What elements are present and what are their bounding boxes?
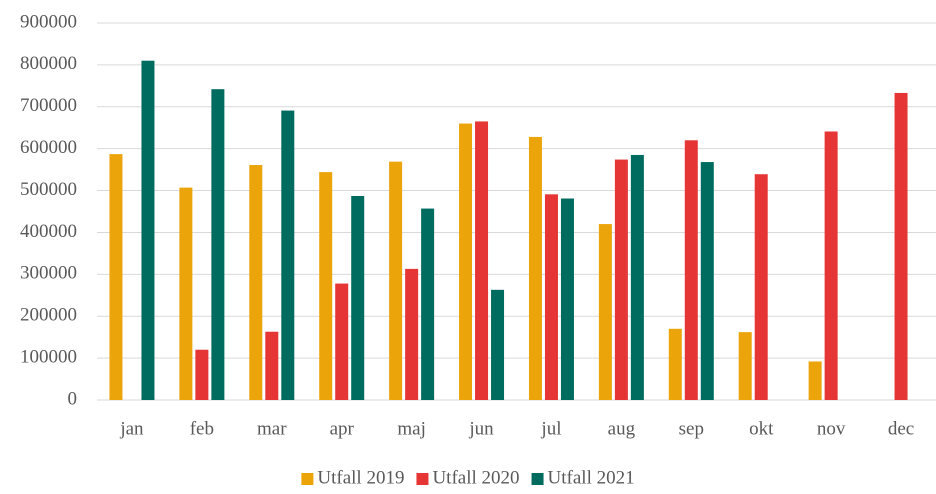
bar — [421, 208, 435, 400]
bar — [754, 174, 768, 400]
bar — [195, 349, 209, 400]
bar — [351, 196, 365, 400]
bar — [491, 289, 505, 400]
bar — [459, 123, 473, 401]
bar — [630, 154, 644, 400]
bar — [389, 161, 403, 400]
y-tick-label: 200000 — [20, 305, 77, 326]
bar — [265, 331, 279, 400]
bar — [405, 268, 419, 400]
bar — [808, 361, 822, 400]
y-tick-label: 600000 — [20, 137, 77, 158]
x-tick-label: okt — [749, 418, 774, 439]
y-tick-label: 100000 — [20, 346, 77, 367]
y-tick-label: 0 — [68, 388, 78, 409]
x-tick-label: feb — [190, 418, 214, 439]
bar — [179, 187, 193, 400]
bar — [544, 194, 558, 400]
bar — [528, 136, 542, 400]
y-tick-label: 800000 — [20, 53, 77, 74]
y-tick-label: 300000 — [20, 263, 77, 284]
bar — [281, 110, 295, 400]
x-tick-label: maj — [397, 418, 426, 439]
bar — [614, 159, 628, 400]
bar — [475, 121, 489, 400]
x-tick-label: apr — [330, 418, 355, 439]
y-tick-label: 400000 — [20, 221, 77, 242]
bar — [700, 162, 714, 400]
legend-swatch — [416, 473, 429, 485]
bar — [738, 332, 752, 400]
bar — [668, 328, 682, 400]
bar — [598, 224, 612, 400]
bar — [894, 92, 908, 401]
bar — [109, 154, 123, 400]
bar — [335, 283, 349, 400]
legend-swatch — [301, 473, 314, 485]
bar — [824, 131, 838, 400]
x-tick-label: jul — [540, 418, 561, 439]
legend-label: Utfall 2020 — [432, 467, 519, 488]
legend-label: Utfall 2019 — [317, 467, 404, 488]
x-tick-label: dec — [888, 418, 914, 439]
legend-label: Utfall 2021 — [548, 467, 635, 488]
x-tick-label: jan — [119, 418, 144, 439]
bar — [319, 172, 333, 400]
bar — [141, 60, 155, 400]
x-tick-label: sep — [679, 418, 704, 439]
y-tick-label: 500000 — [20, 179, 77, 200]
bar — [249, 165, 263, 400]
bar — [211, 89, 225, 400]
legend-swatch — [531, 473, 544, 485]
x-tick-label: aug — [608, 418, 636, 439]
y-tick-label: 700000 — [20, 95, 77, 116]
x-tick-label: nov — [817, 418, 846, 439]
y-tick-label: 900000 — [20, 11, 77, 32]
x-tick-label: jun — [468, 418, 494, 439]
bar — [684, 140, 698, 401]
bar — [560, 198, 574, 400]
x-tick-label: mar — [257, 418, 287, 439]
